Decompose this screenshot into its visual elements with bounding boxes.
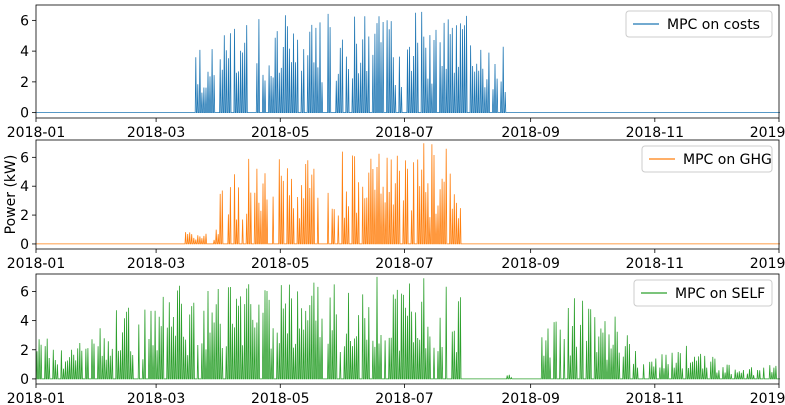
y-tick-label: 2	[20, 208, 29, 224]
legend-label: MPC on GHG	[683, 152, 772, 168]
x-tick-label: 2019-01	[750, 125, 785, 141]
y-tick-label: 0	[20, 372, 29, 388]
x-tick-label: 2018-03	[127, 125, 186, 141]
legend-box	[633, 279, 773, 307]
axes-frame	[35, 139, 780, 250]
legend-label: MPC on costs	[667, 17, 760, 33]
x-tick-label: 2018-01	[7, 125, 66, 141]
x-tick-label: 2018-03	[127, 256, 186, 272]
y-tick-label: 6	[20, 13, 29, 29]
y-tick-label: 0	[20, 106, 29, 122]
x-tick-label: 2018-01	[7, 391, 66, 405]
x-tick-label: 2019-01	[750, 256, 785, 272]
x-tick-label: 2018-09	[501, 391, 560, 405]
x-tick-label: 2018-05	[251, 391, 310, 405]
axes-frame	[35, 4, 780, 119]
y-tick-label: 4	[20, 44, 29, 60]
x-tick-label: 2018-11	[626, 256, 685, 272]
x-tick-label: 2018-09	[501, 125, 560, 141]
axes-frame	[35, 273, 780, 385]
legend-box	[625, 10, 773, 38]
y-tick-label: 0	[20, 237, 29, 253]
y-tick-label: 6	[20, 150, 29, 166]
x-tick-label: 2018-05	[251, 256, 310, 272]
y-tick-label: 4	[20, 314, 29, 330]
panel-mpc-ghg: 0 2 4 6 2018-01 2018-03 2018-05 2018-07 2018-09 2…	[3, 139, 785, 272]
panel-mpc-self: 0 2 4 6 2018-01 2018-03 2018-05 2018-07 2018-09 2…	[7, 273, 785, 405]
x-tick-label: 2018-07	[375, 125, 434, 141]
x-tick-label: 2018-09	[501, 256, 560, 272]
x-tick-label: 2019-01	[750, 391, 785, 405]
y-tick-label: 2	[20, 343, 29, 359]
x-tick-label: 2018-05	[251, 125, 310, 141]
x-tick-label: 2018-07	[375, 391, 434, 405]
x-tick-label: 2018-01	[7, 256, 66, 272]
series-line	[36, 276, 780, 380]
y-axis-label: Power (kW)	[3, 155, 19, 235]
x-tick-label: 2018-11	[626, 125, 685, 141]
y-tick-label: 4	[20, 179, 29, 195]
y-tick-label: 2	[20, 75, 29, 91]
series-line	[36, 11, 780, 113]
y-tick-label: 6	[20, 284, 29, 300]
legend-box	[641, 145, 773, 173]
x-tick-label: 2018-07	[375, 256, 434, 272]
legend-label: MPC on SELF	[675, 286, 765, 302]
x-tick-label: 2018-03	[127, 391, 186, 405]
panel-mpc-costs: 0 2 4 6 2018-01 2018-03 2018-05 2018-07 2018-09 2…	[7, 4, 785, 141]
x-tick-label: 2018-11	[626, 391, 685, 405]
series-line	[36, 143, 780, 245]
